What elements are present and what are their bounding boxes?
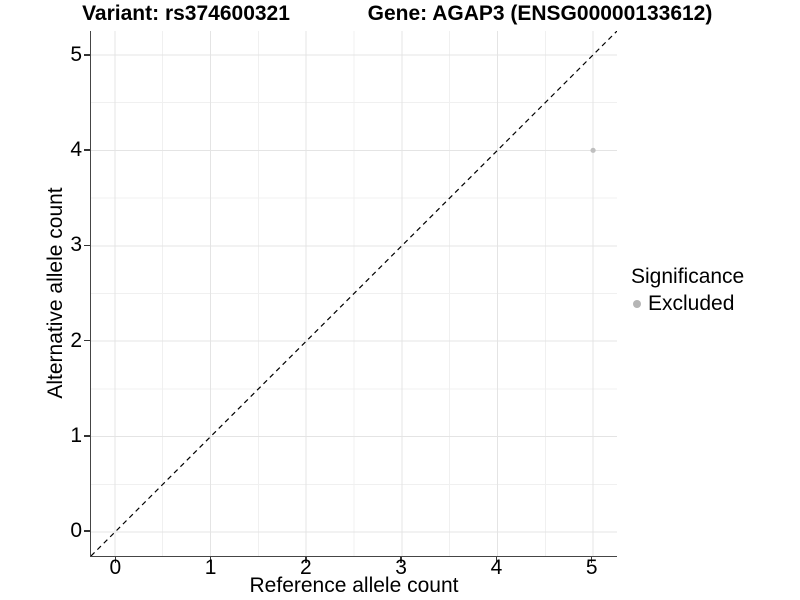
x-tick-label: 4 bbox=[490, 556, 503, 579]
x-tick-mark bbox=[305, 557, 307, 563]
data-point bbox=[590, 147, 596, 153]
legend-item-label: Excluded bbox=[648, 292, 735, 315]
plot-area bbox=[91, 31, 617, 556]
y-tick-label: 2 bbox=[70, 328, 82, 352]
y-tick-mark bbox=[84, 244, 90, 247]
x-tick-mark bbox=[114, 557, 117, 563]
x-tick-label: 3 bbox=[395, 556, 407, 579]
y-tick-mark bbox=[84, 530, 90, 532]
x-tick-label: 5 bbox=[585, 556, 598, 579]
y-tick-mark bbox=[84, 149, 90, 151]
legend-title: Significance bbox=[631, 265, 745, 288]
y-tick-mark bbox=[84, 435, 90, 437]
y-axis-title: Alternative allele count bbox=[44, 187, 67, 399]
x-tick-mark bbox=[590, 557, 593, 563]
x-tick-label: 0 bbox=[109, 556, 122, 579]
plot-title-gene: Gene: AGAP3 (ENSG00000133612) bbox=[367, 2, 713, 25]
plot-title-variant: Variant: rs374600321 bbox=[82, 2, 290, 25]
y-tick-mark bbox=[84, 339, 90, 342]
x-tick-label: 2 bbox=[300, 556, 312, 579]
x-tick-mark bbox=[209, 557, 212, 563]
y-tick-mark bbox=[84, 54, 90, 56]
x-tick-mark bbox=[495, 557, 498, 563]
y-tick-label: 5 bbox=[70, 42, 82, 66]
y-tick-label: 3 bbox=[70, 233, 82, 257]
x-tick-label: 1 bbox=[204, 556, 217, 579]
y-tick-label: 1 bbox=[70, 423, 82, 447]
x-axis-title: Reference allele count bbox=[249, 574, 459, 597]
identity-line bbox=[91, 31, 617, 556]
excluded-point-icon bbox=[633, 300, 641, 308]
legend: Significance Excluded bbox=[631, 263, 744, 317]
y-tick-label: 0 bbox=[70, 519, 82, 543]
y-tick-label: 4 bbox=[70, 138, 82, 162]
legend-item-excluded: Excluded bbox=[631, 291, 744, 317]
x-tick-mark bbox=[400, 557, 402, 563]
plot-panel bbox=[90, 31, 617, 557]
